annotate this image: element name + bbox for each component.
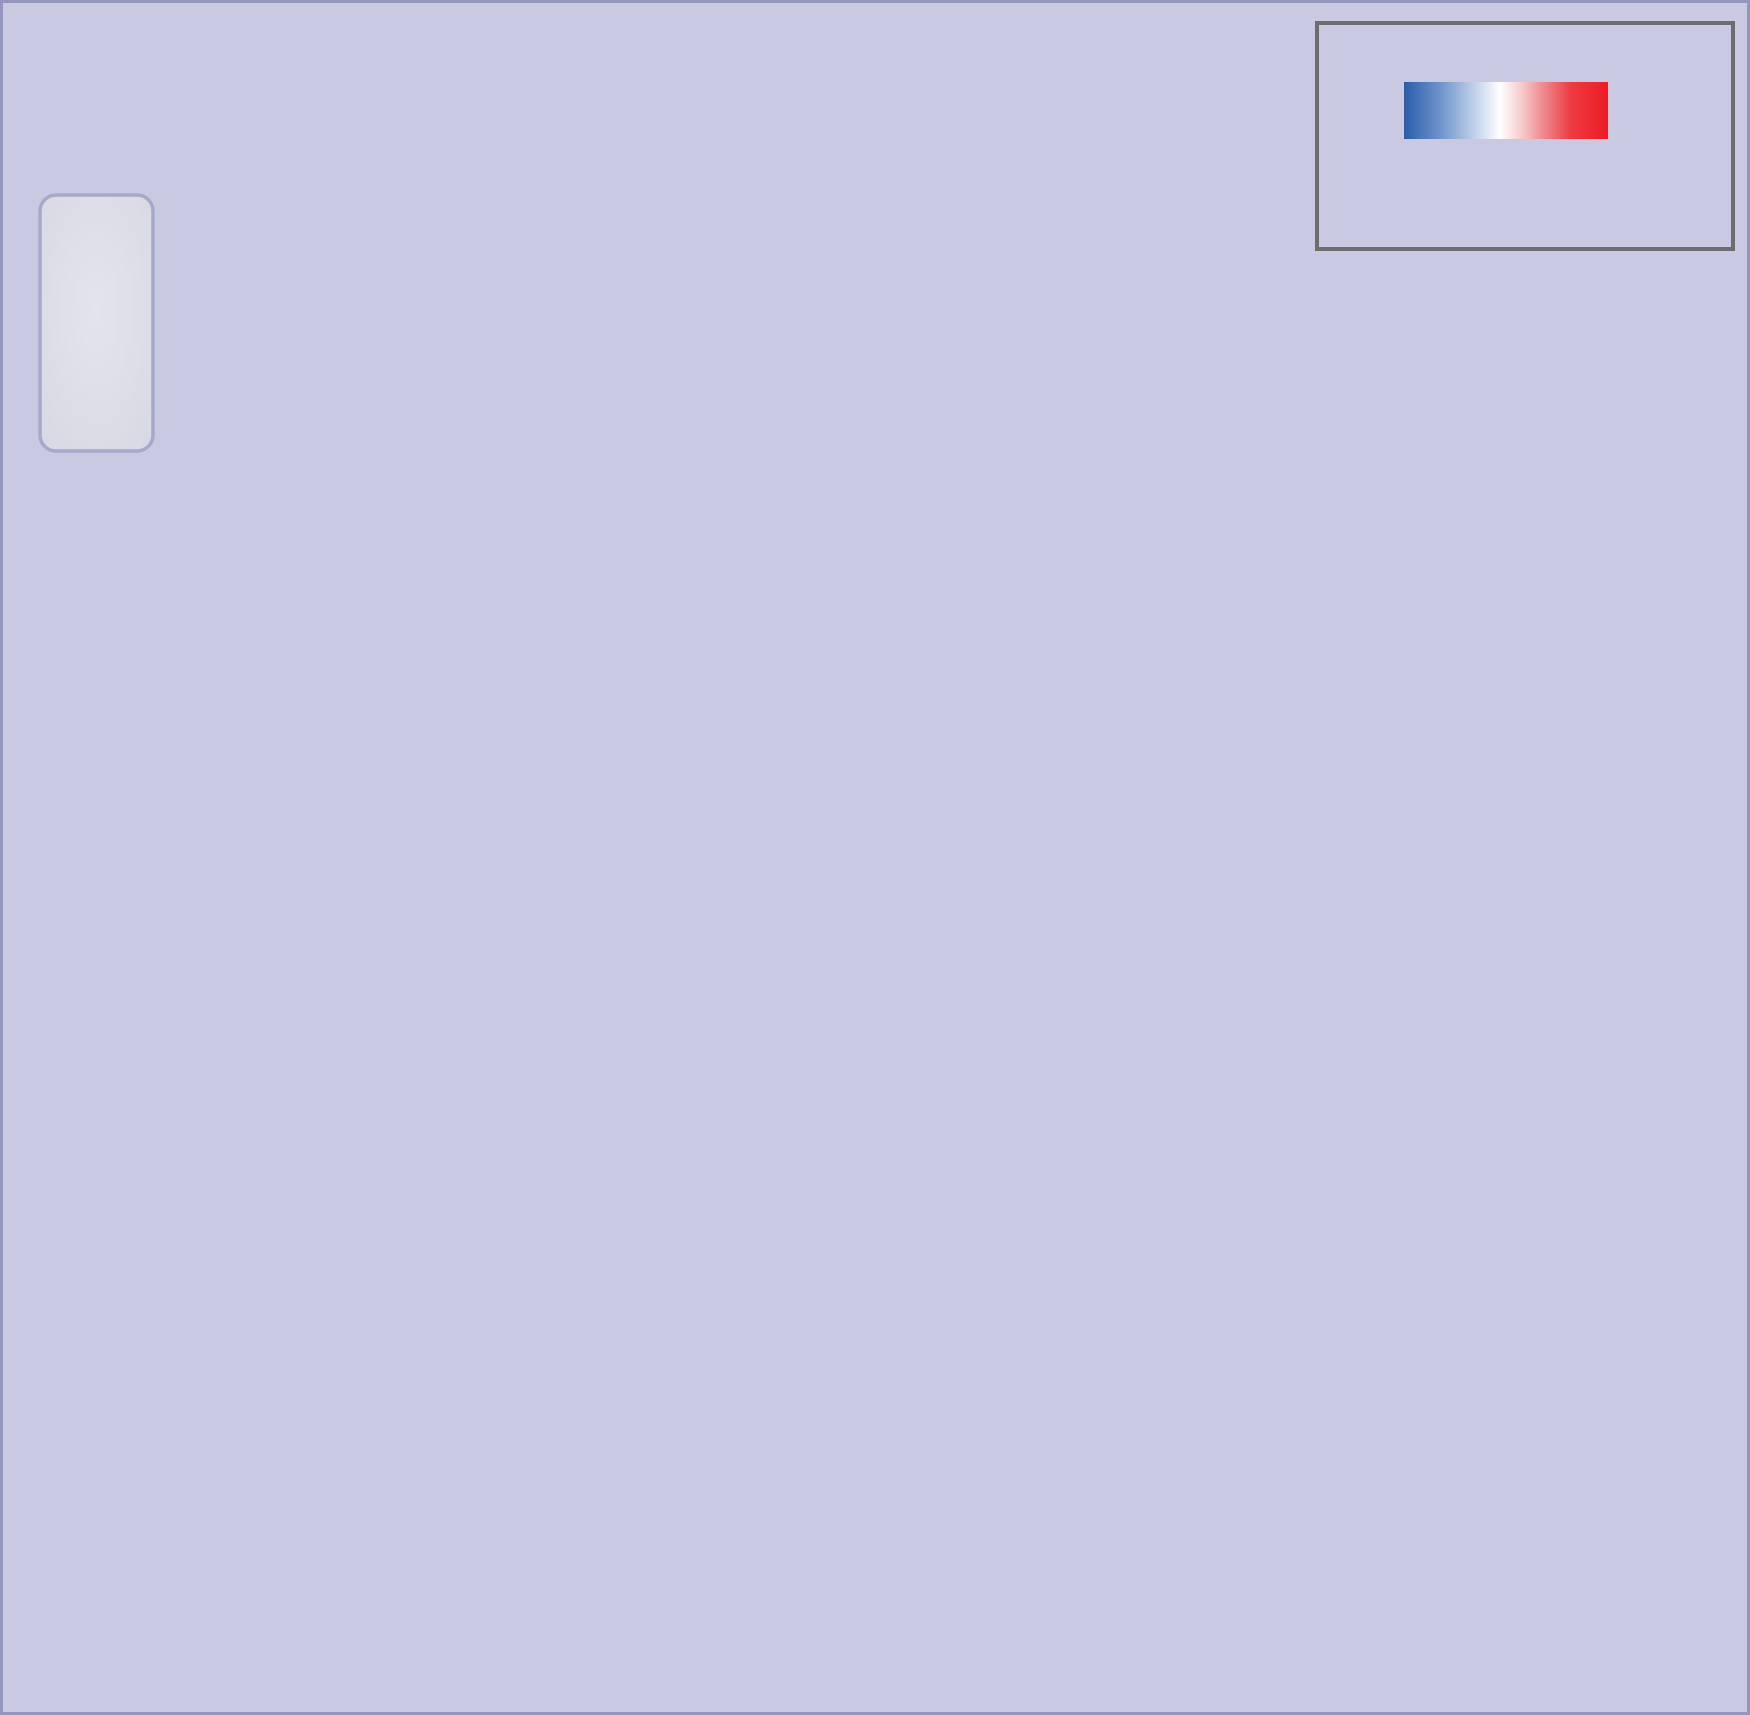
cluster-microtubule-cc	[38, 193, 155, 453]
microtubule-cc-box	[38, 193, 155, 453]
legend-gradient-bar	[1404, 82, 1608, 139]
network-svg	[38, 193, 155, 453]
legend-box	[1315, 21, 1735, 251]
